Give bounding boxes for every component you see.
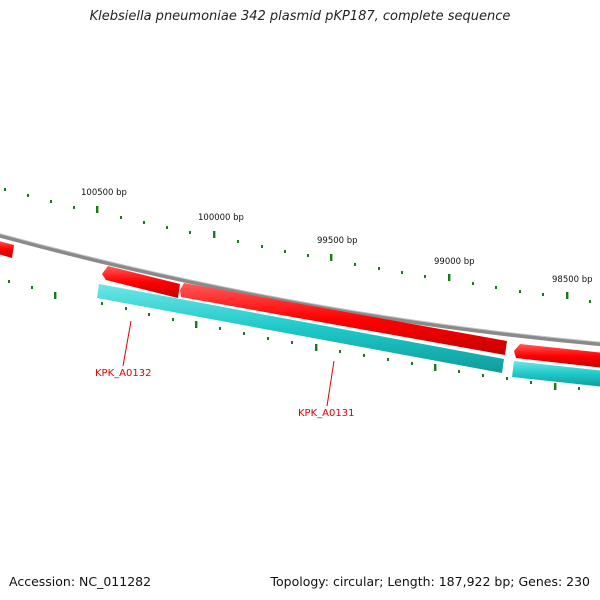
feature-cyan-2[interactable] (512, 361, 600, 387)
sequence-summary: Topology: circular; Length: 187,922 bp; … (270, 574, 591, 589)
tick-label-99000: 99000 bp (434, 257, 475, 267)
tick-label-100500: 100500 bp (81, 188, 127, 198)
forward-strand-genes (0, 240, 600, 368)
inner-major-ticks (54, 292, 557, 390)
gene-arrow-kpk-a0131[interactable] (180, 283, 507, 355)
map-title: Klebsiella pneumoniae 342 plasmid pKP187… (89, 9, 511, 24)
leader-line-kpk-a0132 (122, 320, 132, 367)
accession-label: Accession: NC_011282 (9, 574, 152, 589)
gene-arrow-kpk-a0132[interactable] (102, 266, 180, 298)
gene-label-kpk-a0132[interactable]: KPK_A0132 (95, 368, 151, 379)
outer-major-ticks (96, 206, 569, 299)
feature-cyan-1[interactable] (97, 284, 504, 373)
tick-label-100000: 100000 bp (198, 213, 244, 223)
gene-arrow-left-edge[interactable] (0, 240, 14, 258)
inner-minor-ticks (8, 280, 580, 390)
tick-label-98500: 98500 bp (552, 275, 593, 285)
reverse-strand-features (97, 284, 600, 387)
tick-label-99500: 99500 bp (317, 236, 358, 246)
leader-line-kpk-a0131 (326, 360, 335, 407)
outer-minor-ticks (4, 188, 591, 303)
gene-arrow-right-edge[interactable] (514, 344, 600, 368)
gene-label-kpk-a0131[interactable]: KPK_A0131 (298, 408, 354, 419)
plasmid-backbone (0, 233, 600, 347)
